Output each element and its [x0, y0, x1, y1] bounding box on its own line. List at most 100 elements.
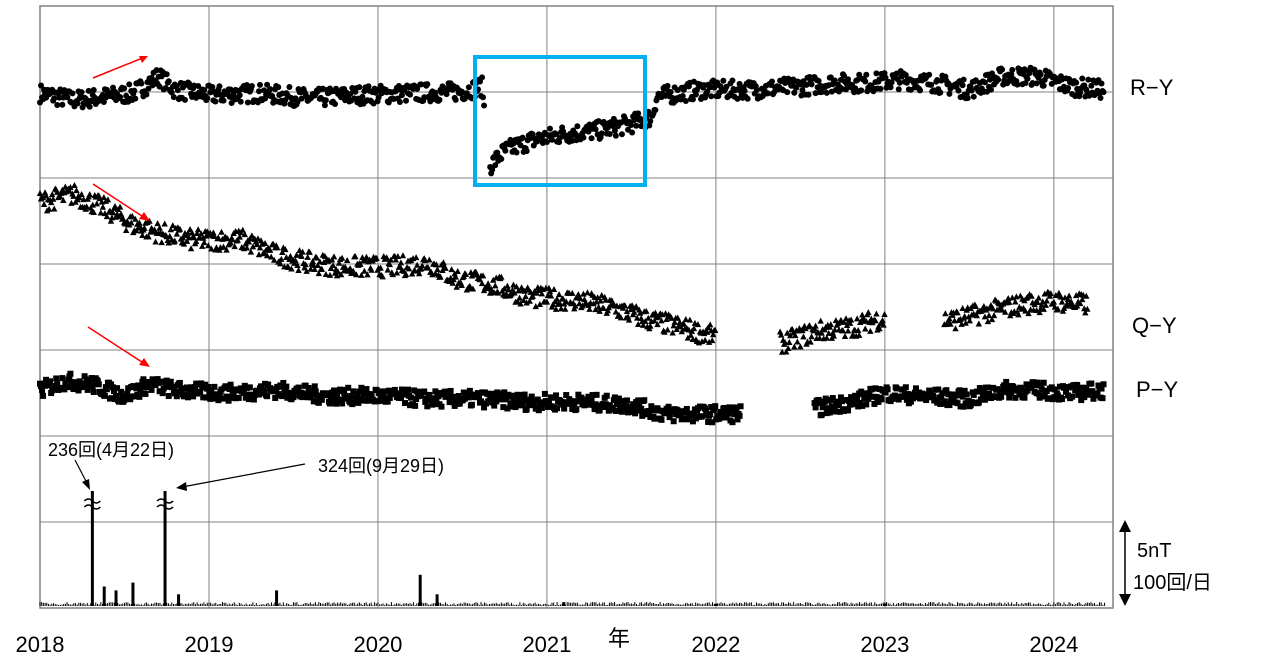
data-point: [805, 91, 812, 98]
data-point: [288, 265, 295, 272]
data-point: [305, 384, 312, 391]
data-point: [335, 259, 343, 266]
data-point: [174, 87, 181, 94]
data-point: [396, 262, 404, 269]
data-point: [614, 400, 621, 407]
data-point: [393, 269, 401, 276]
data-point: [958, 390, 965, 397]
data-point: [526, 297, 533, 304]
data-point: [611, 394, 618, 401]
data-point: [500, 404, 507, 411]
data-point: [973, 312, 981, 319]
data-point: [507, 400, 514, 407]
data-point: [881, 310, 888, 317]
data-point: [690, 325, 698, 332]
data-point: [843, 397, 850, 404]
data-point: [694, 321, 702, 328]
data-point: [356, 388, 363, 395]
data-point: [318, 396, 325, 403]
data-point: [1072, 387, 1079, 394]
data-point: [633, 122, 640, 129]
data-point: [526, 135, 533, 142]
axis-break-mark: [83, 498, 101, 504]
data-point: [147, 381, 154, 388]
data-point: [628, 302, 636, 309]
data-point: [1076, 385, 1083, 392]
data-point: [638, 405, 645, 412]
data-point: [990, 384, 997, 391]
data-point: [448, 266, 455, 273]
data-point: [1004, 383, 1011, 390]
data-point: [190, 393, 197, 400]
data-point: [964, 95, 971, 102]
data-point: [853, 315, 861, 322]
data-point: [606, 131, 613, 138]
data-point: [493, 398, 500, 405]
data-point: [449, 279, 456, 286]
data-point: [387, 256, 394, 263]
arrow-r-y-head: [139, 56, 148, 63]
data-point: [843, 322, 851, 329]
data-point: [791, 89, 798, 96]
data-point: [734, 416, 741, 423]
axis-break-mark: [83, 504, 101, 510]
data-point: [64, 94, 71, 101]
data-point: [594, 294, 601, 301]
data-point: [87, 204, 94, 211]
data-point: [220, 395, 227, 402]
data-point: [126, 81, 133, 88]
data-point: [1067, 298, 1075, 305]
data-point: [582, 398, 589, 405]
data-point: [995, 76, 1002, 83]
data-point: [1069, 393, 1076, 400]
data-point: [303, 391, 310, 398]
data-point: [45, 205, 53, 212]
data-point: [902, 71, 909, 78]
data-point: [575, 291, 582, 298]
data-point: [501, 389, 508, 396]
data-point: [1074, 381, 1081, 388]
data-point: [1088, 380, 1095, 387]
data-point: [121, 85, 128, 92]
data-point: [741, 88, 748, 95]
data-point: [408, 394, 415, 401]
data-point: [1083, 384, 1090, 391]
data-point: [670, 418, 677, 425]
data-point: [198, 230, 205, 237]
data-point: [376, 389, 383, 396]
data-point: [70, 192, 77, 199]
data-point: [612, 407, 619, 414]
data-point: [519, 134, 526, 141]
data-point: [299, 394, 306, 401]
data-point: [1001, 308, 1009, 315]
data-point: [356, 84, 363, 91]
data-point: [128, 219, 135, 226]
data-point: [970, 391, 977, 398]
data-point: [1018, 385, 1025, 392]
data-point: [469, 285, 477, 292]
data-point: [489, 390, 496, 397]
data-point: [408, 270, 416, 277]
data-point: [309, 387, 316, 394]
data-point: [612, 308, 620, 315]
data-point: [585, 393, 592, 400]
data-point: [629, 129, 636, 136]
data-point: [976, 385, 983, 392]
data-point: [452, 96, 459, 103]
data-point: [988, 316, 996, 323]
arrow-r-y: [92, 56, 146, 79]
data-point: [222, 383, 229, 390]
data-point: [656, 407, 663, 414]
data-point: [169, 222, 177, 229]
data-point: [73, 379, 80, 386]
data-point: [480, 94, 487, 101]
data-point: [553, 392, 560, 399]
x-axis-label: 年: [608, 626, 630, 651]
data-point: [365, 83, 372, 90]
data-point: [1054, 392, 1061, 399]
data-point: [639, 412, 646, 419]
data-point: [364, 271, 371, 278]
data-point: [139, 231, 146, 238]
data-point: [836, 408, 843, 415]
data-point: [1065, 292, 1073, 299]
